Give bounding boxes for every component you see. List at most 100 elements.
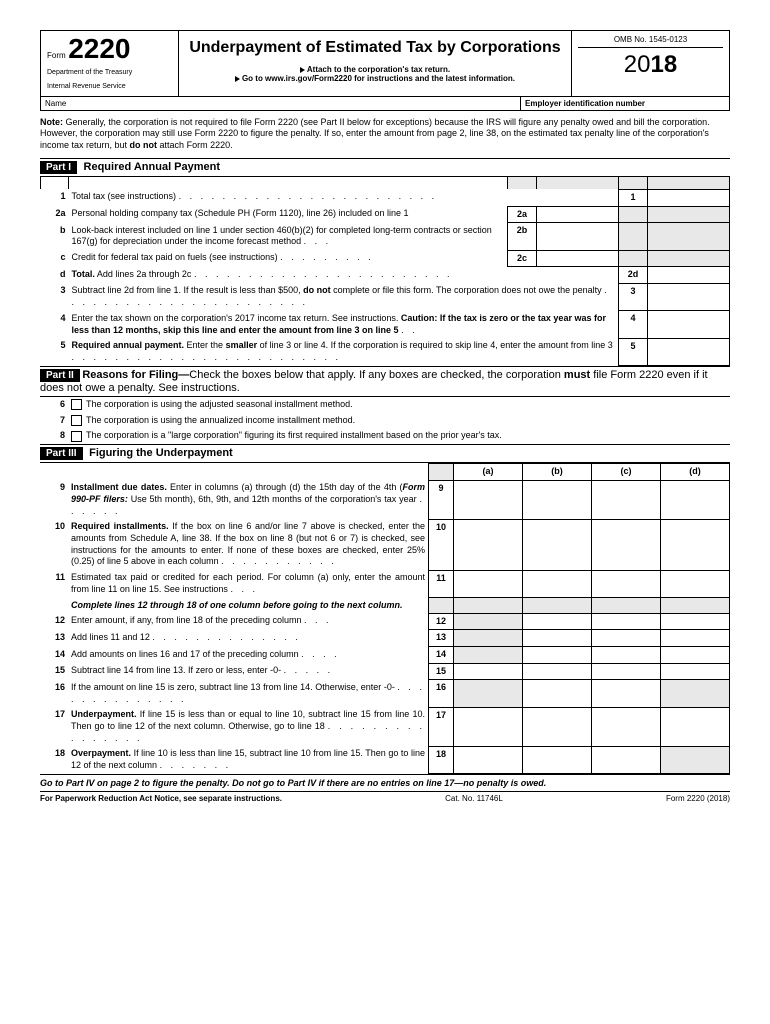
line-16: 16 If the amount on line 15 is zero, sub… xyxy=(40,680,730,707)
part1-header: Part I Required Annual Payment xyxy=(40,159,730,177)
footer-note: Go to Part IV on page 2 to figure the pe… xyxy=(40,774,730,792)
header-left: Form 2220 Department of the Treasury Int… xyxy=(41,31,179,96)
l13c[interactable] xyxy=(592,630,661,647)
l14c[interactable] xyxy=(592,647,661,664)
header-center: Underpayment of Estimated Tax by Corpora… xyxy=(179,31,571,96)
l16b[interactable] xyxy=(523,680,592,707)
checkbox-6[interactable] xyxy=(71,399,82,410)
ital-row: Complete lines 12 through 18 of one colu… xyxy=(40,598,730,614)
line-6: 6 The corporation is using the adjusted … xyxy=(40,397,730,413)
line-10: 10 Required installments. If the box on … xyxy=(40,519,730,570)
l16a xyxy=(454,680,523,707)
line-18: 18 Overpayment. If line 10 is less than … xyxy=(40,746,730,773)
l10c[interactable] xyxy=(592,519,661,570)
line3-amount[interactable] xyxy=(648,283,730,310)
part1-label: Part I xyxy=(40,161,77,174)
l12d[interactable] xyxy=(661,613,730,630)
part1-title: Required Annual Payment xyxy=(84,161,221,173)
l18c[interactable] xyxy=(592,746,661,773)
line-17: 17 Underpayment. If line 15 is less than… xyxy=(40,707,730,746)
header-right: OMB No. 1545-0123 2018 xyxy=(571,31,729,96)
checkbox-8[interactable] xyxy=(71,431,82,442)
triangle-icon xyxy=(300,67,305,73)
l11d[interactable] xyxy=(661,570,730,597)
l18b[interactable] xyxy=(523,746,592,773)
cat-number: Cat. No. 11746L xyxy=(445,794,503,803)
l15a[interactable] xyxy=(454,663,523,680)
l15c[interactable] xyxy=(592,663,661,680)
line1-amount[interactable] xyxy=(648,189,730,206)
line-14: 14 Add amounts on lines 16 and 17 of the… xyxy=(40,647,730,664)
name-field[interactable]: Name xyxy=(41,97,520,110)
form-header: Form 2220 Department of the Treasury Int… xyxy=(40,30,730,97)
line2c-amount[interactable] xyxy=(537,250,619,267)
l17c[interactable] xyxy=(592,707,661,746)
l10a[interactable] xyxy=(454,519,523,570)
tax-year: 2018 xyxy=(578,51,723,79)
l14a xyxy=(454,647,523,664)
l13b[interactable] xyxy=(523,630,592,647)
line-8: 8 The corporation is a "large corporatio… xyxy=(40,428,730,444)
part3-label: Part III xyxy=(40,447,83,460)
part1-table: 1 Total tax (see instructions) . . . . .… xyxy=(40,177,730,366)
l17d[interactable] xyxy=(661,707,730,746)
part2-header: Part II Reasons for Filing—Check the box… xyxy=(40,366,730,397)
l15d[interactable] xyxy=(661,663,730,680)
line-4: 4 Enter the tax shown on the corporation… xyxy=(41,311,730,338)
l16d xyxy=(661,680,730,707)
footer-bottom: For Paperwork Reduction Act Notice, see … xyxy=(40,792,730,803)
attach-note: Attach to the corporation's tax return. xyxy=(187,65,563,74)
l16c[interactable] xyxy=(592,680,661,707)
l9a[interactable] xyxy=(454,480,523,519)
l11a[interactable] xyxy=(454,570,523,597)
l17b[interactable] xyxy=(523,707,592,746)
l10d[interactable] xyxy=(661,519,730,570)
line2a-amount[interactable] xyxy=(537,206,619,223)
ein-field[interactable]: Employer identification number xyxy=(520,97,729,110)
l14b[interactable] xyxy=(523,647,592,664)
name-ein-row: Name Employer identification number xyxy=(40,97,730,111)
l17a[interactable] xyxy=(454,707,523,746)
dept-1: Department of the Treasury xyxy=(47,69,172,77)
l11c[interactable] xyxy=(592,570,661,597)
form-footer: Form 2220 (2018) xyxy=(666,794,730,803)
l12b[interactable] xyxy=(523,613,592,630)
line-15: 15 Subtract line 14 from line 13. If zer… xyxy=(40,663,730,680)
line2d-amount[interactable] xyxy=(648,267,730,284)
l15b[interactable] xyxy=(523,663,592,680)
l13a xyxy=(454,630,523,647)
l12c[interactable] xyxy=(592,613,661,630)
line4-amount[interactable] xyxy=(648,311,730,338)
goto-note: Go to www.irs.gov/Form2220 for instructi… xyxy=(187,74,563,83)
line2b-amount[interactable] xyxy=(537,223,619,250)
note-text: Note: Generally, the corporation is not … xyxy=(40,111,730,159)
line-2b: b Look-back interest included on line 1 … xyxy=(41,223,730,250)
line-2d: d Total. Add lines 2a through 2c . . . .… xyxy=(41,267,730,284)
l13d[interactable] xyxy=(661,630,730,647)
form-label: Form xyxy=(47,51,66,60)
line-12: 12 Enter amount, if any, from line 18 of… xyxy=(40,613,730,630)
dept-2: Internal Revenue Service xyxy=(47,83,172,91)
l11b[interactable] xyxy=(523,570,592,597)
part3-title: Figuring the Underpayment xyxy=(89,447,233,459)
l9d[interactable] xyxy=(661,480,730,519)
l14d[interactable] xyxy=(661,647,730,664)
checkbox-7[interactable] xyxy=(71,415,82,426)
col-headers: (a) (b) (c) (d) xyxy=(40,464,730,481)
part2-title: Reasons for Filing—Check the boxes below… xyxy=(40,369,708,394)
l18a[interactable] xyxy=(454,746,523,773)
form-number: 2220 xyxy=(68,33,130,64)
line-3: 3 Subtract line 2d from line 1. If the r… xyxy=(41,283,730,310)
l9c[interactable] xyxy=(592,480,661,519)
pra-notice: For Paperwork Reduction Act Notice, see … xyxy=(40,794,282,803)
line-5: 5 Required annual payment. Enter the sma… xyxy=(41,338,730,365)
part3-header: Part III Figuring the Underpayment xyxy=(40,444,730,463)
line-11: 11 Estimated tax paid or credited for ea… xyxy=(40,570,730,597)
line-13: 13 Add lines 11 and 12 . . . . . . . . .… xyxy=(40,630,730,647)
l10b[interactable] xyxy=(523,519,592,570)
part3-table: (a) (b) (c) (d) 9 Installment due dates.… xyxy=(40,463,730,774)
part2-table: 6 The corporation is using the adjusted … xyxy=(40,397,730,444)
line5-amount[interactable] xyxy=(648,338,730,365)
l9b[interactable] xyxy=(523,480,592,519)
triangle-icon xyxy=(235,76,240,82)
